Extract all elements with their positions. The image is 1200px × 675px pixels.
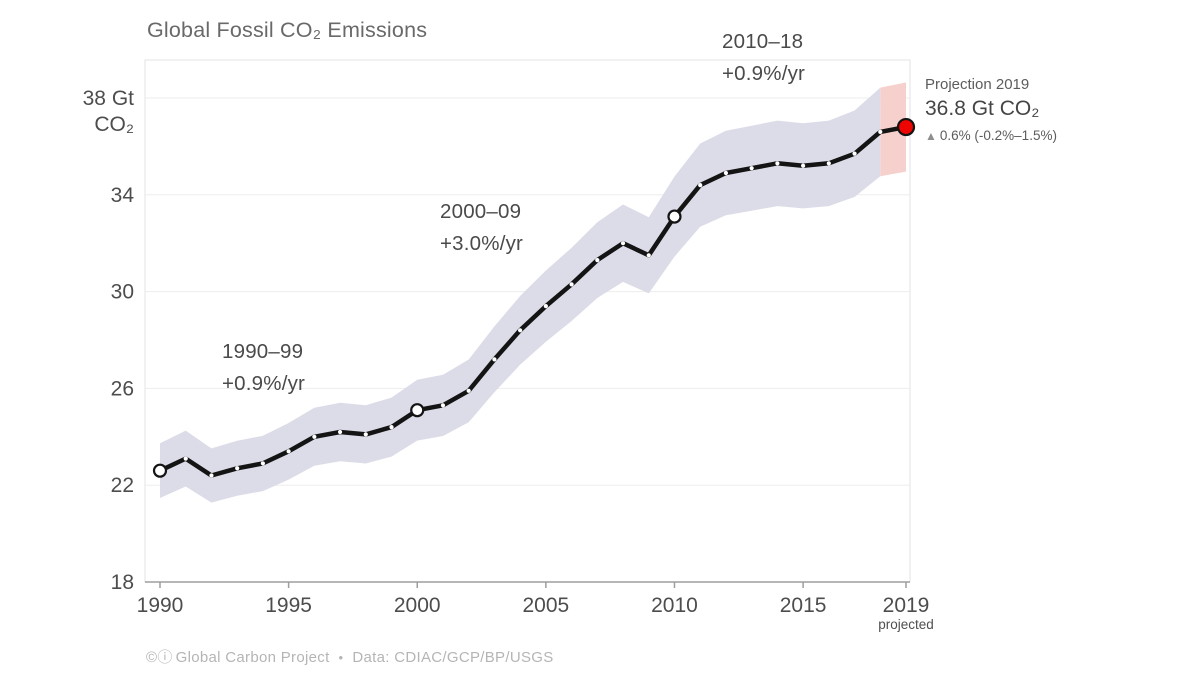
year-dot bbox=[209, 473, 214, 478]
decade-marker bbox=[410, 403, 425, 418]
decade-marker bbox=[667, 209, 682, 224]
year-dot bbox=[595, 258, 600, 263]
year-dot bbox=[389, 425, 394, 430]
year-dot bbox=[235, 466, 240, 471]
y-tick-label: 26 bbox=[111, 377, 134, 400]
x-tick-label: 2019 bbox=[883, 594, 930, 617]
year-dot bbox=[440, 403, 446, 408]
year-dot bbox=[466, 388, 471, 393]
annotation-2000s-period: 2000–09 bbox=[440, 200, 522, 223]
x-tick-label: 2005 bbox=[523, 594, 570, 617]
y-tick-label: 18 bbox=[111, 571, 134, 594]
year-dot bbox=[492, 357, 497, 362]
projection-change: ▲ 0.6% (-0.2%–1.5%) bbox=[925, 128, 1057, 143]
footer-source: Data: CDIAC/GCP/BP/USGS bbox=[352, 649, 554, 666]
footer: ©ⓘ Global Carbon Project • Data: CDIAC/GCP/… bbox=[146, 646, 554, 667]
annotation-1990s-period: 1990–99 bbox=[222, 340, 304, 363]
annotation-2010s-rate: +0.9%/yr bbox=[722, 62, 806, 85]
year-dot bbox=[620, 241, 626, 246]
footer-org: Global Carbon Project bbox=[175, 649, 330, 666]
y-tick-label: 30 bbox=[111, 281, 134, 304]
chart-title: Global Fossil CO₂ Emissions bbox=[147, 18, 428, 42]
annotation-2000s-rate: +3.0%/yr bbox=[440, 232, 524, 255]
y-tick-label: 38 Gt CO₂ bbox=[83, 87, 135, 136]
projection-label: Projection 2019 bbox=[925, 76, 1030, 93]
annotation-1990s: 1990–99 +0.9%/yr bbox=[222, 336, 305, 400]
projection-dot bbox=[896, 117, 916, 137]
annotation-1990s-rate: +0.9%/yr bbox=[222, 372, 306, 395]
growth-triangle-icon: ▲ bbox=[925, 129, 937, 143]
year-dot bbox=[749, 166, 754, 171]
uncertainty-band bbox=[160, 87, 881, 503]
year-dot bbox=[878, 129, 883, 134]
year-dot bbox=[826, 161, 831, 166]
year-dot bbox=[286, 449, 291, 454]
year-dot bbox=[260, 461, 265, 466]
year-dot bbox=[363, 432, 368, 437]
annotation-2010s: 2010–18 +0.9%/yr bbox=[722, 26, 805, 90]
license-icons: ©ⓘ bbox=[146, 649, 173, 666]
year-dot bbox=[183, 456, 188, 461]
year-dot bbox=[801, 163, 806, 168]
x-tick-label: 2015 bbox=[780, 594, 827, 617]
x-tick-label: 2010 bbox=[651, 594, 698, 617]
year-dot bbox=[337, 429, 343, 435]
decade-marker bbox=[152, 463, 168, 478]
x-tick-label: 1995 bbox=[265, 594, 312, 617]
year-dot bbox=[698, 183, 703, 188]
footer-separator: • bbox=[338, 650, 344, 665]
emissions-line bbox=[157, 124, 909, 478]
year-dot bbox=[312, 434, 317, 439]
x-tick-label: 1990 bbox=[137, 594, 184, 617]
annotation-2000s: 2000–09 +3.0%/yr bbox=[440, 196, 523, 260]
annotation-2010s-period: 2010–18 bbox=[722, 30, 804, 53]
projection-value: 36.8 Gt CO₂ bbox=[925, 97, 1040, 120]
year-dot bbox=[569, 282, 574, 287]
y-tick-label: 34 bbox=[111, 184, 135, 207]
x-axis-projected-label: projected bbox=[878, 617, 934, 632]
projection-callout: Projection 2019 36.8 Gt CO₂ ▲ 0.6% (-0.2%… bbox=[925, 76, 1057, 143]
year-dot bbox=[543, 304, 548, 309]
y-tick-label: 22 bbox=[111, 474, 134, 497]
projection-change-text: 0.6% (-0.2%–1.5%) bbox=[939, 128, 1057, 143]
year-dot bbox=[775, 161, 780, 166]
year-dot bbox=[518, 328, 523, 333]
x-tick-label: 2000 bbox=[394, 594, 441, 617]
year-dot bbox=[646, 253, 651, 258]
year-dot bbox=[852, 151, 857, 156]
year-dot bbox=[723, 170, 729, 176]
